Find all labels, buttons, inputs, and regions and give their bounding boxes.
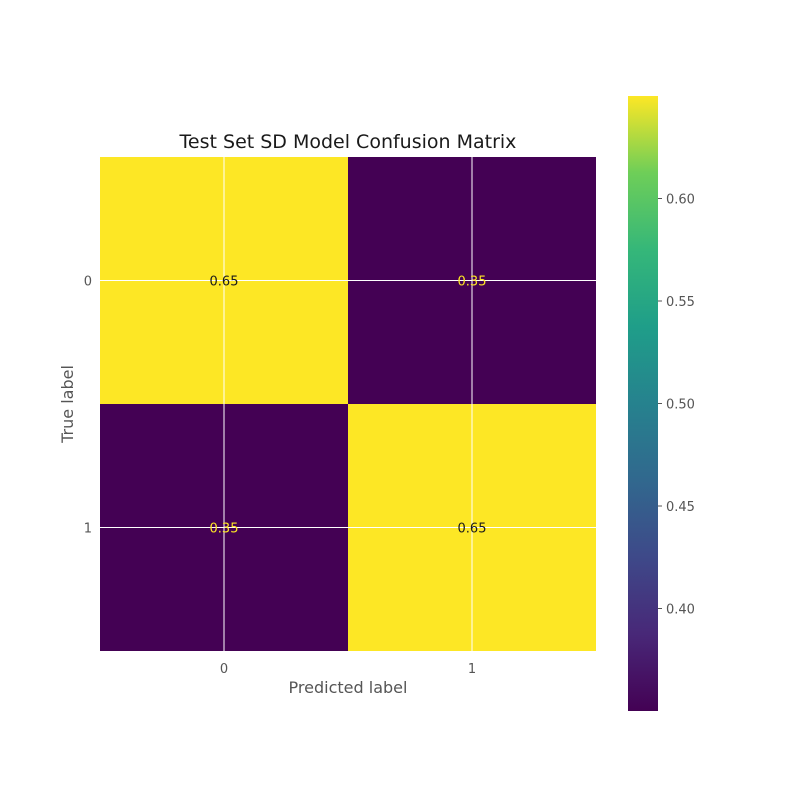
- y-axis-label: True label: [58, 365, 77, 444]
- colorbar-ticks: 0.40 0.45 0.50 0.55 0.60: [658, 193, 695, 618]
- y-tick-label: 1: [84, 522, 92, 537]
- x-tick-label: 1: [468, 662, 476, 677]
- gridlines: [100, 157, 596, 651]
- cell-value-label: 0.35: [210, 522, 239, 537]
- y-axis-ticks: 01: [84, 275, 92, 537]
- cell-value-label: 0.35: [458, 275, 487, 290]
- cell-value-label: 0.65: [458, 522, 487, 537]
- colorbar-tick-label: 0.55: [666, 295, 695, 310]
- colorbar-tick-label: 0.40: [666, 603, 695, 618]
- y-tick-label: 0: [84, 275, 92, 290]
- matrix-cells: [100, 157, 596, 651]
- colorbar-tick-label: 0.60: [666, 193, 695, 208]
- x-axis-label: Predicted label: [289, 678, 408, 697]
- cell-value-label: 0.65: [210, 275, 239, 290]
- chart-title: Test Set SD Model Confusion Matrix: [179, 131, 517, 153]
- colorbar-tick-label: 0.50: [666, 398, 695, 413]
- colorbar-tick-label: 0.45: [666, 500, 695, 515]
- cell-value-labels: 0.65 0.35 0.35 0.65: [210, 275, 487, 537]
- colorbar: [628, 96, 658, 711]
- x-tick-label: 0: [220, 662, 228, 677]
